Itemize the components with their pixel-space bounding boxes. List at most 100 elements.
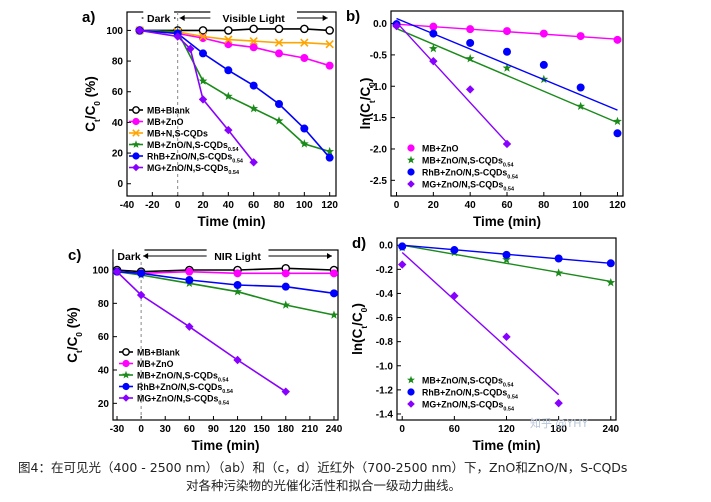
series-mg-zno-n-s-cqds0-54 [398, 251, 563, 408]
legend-marker [407, 400, 415, 408]
data-point [576, 32, 585, 41]
x-tick-label: 60 [501, 200, 513, 211]
legend-marker [132, 106, 140, 114]
y-tick-label: -1.5 [370, 113, 388, 124]
data-point [249, 43, 258, 52]
panel-d: d) 0 60 120 180 240 0.0 -0.2 -0.4 -0.6 -0.8 -1.0 -1.… [350, 235, 620, 453]
data-point [606, 278, 616, 287]
data-point [136, 290, 146, 300]
data-point [502, 63, 512, 72]
legend-item: MB+ZnO/N,S-CQDs0.54 [119, 371, 228, 384]
data-point [198, 49, 207, 58]
legend-label: MG+ZnO/N,S-CQDs0.54 [422, 400, 514, 413]
region-label-bg [206, 249, 269, 262]
series-rhb-zno-n-s-cqds0-54 [392, 17, 622, 138]
data-point [185, 322, 194, 331]
series-mg-zno-n-s-cqds0-54 [135, 26, 258, 167]
legend-item: RhB+ZnO/N,S-CQDs0.54 [129, 152, 243, 165]
data-point [539, 29, 548, 38]
series-mg-zno-n-s-cqds0-54 [392, 21, 512, 149]
series-line [116, 267, 335, 273]
y-tick-label: 0.0 [379, 241, 393, 252]
series-line [139, 29, 331, 159]
data-point [233, 355, 242, 365]
legend-item: MB+Blank [119, 348, 180, 358]
data-point [554, 254, 563, 263]
series-rhb-zno-n-s-cqds0-54 [398, 242, 615, 268]
data-point [329, 289, 338, 298]
y-axis-title: Ct/C0 (%) [83, 76, 102, 131]
legend-item: RhB+ZnO/N,S-CQDs0.54 [407, 168, 518, 181]
x-tick-label: 180 [550, 424, 567, 435]
data-point [198, 32, 208, 41]
x-tick-label: 60 [248, 200, 260, 211]
legend-label: RhB+ZnO/N,S-CQDs0.54 [147, 152, 243, 165]
data-point [613, 116, 622, 126]
legend-label: RhB+ZnO/N,S-CQDs0.54 [422, 388, 518, 401]
x-tick-label: 0 [175, 200, 181, 211]
caption-line-2: 对各种污染物的光催化活性和拟合一级动力曲线。 [186, 478, 462, 493]
legend-item: MB+ZnO/N,S-CQDs0.54 [407, 156, 513, 169]
data-point [274, 116, 284, 125]
x-axis-title: Time (min) [473, 214, 541, 229]
data-point [576, 83, 585, 92]
data-point [428, 44, 438, 53]
x-axis-title: Time (min) [197, 214, 265, 229]
legend-marker [407, 180, 415, 188]
legend-item: MB+ZnO/N,S-CQDs0.54 [407, 376, 513, 389]
y-axis-title: ln(Ct/C0) [350, 303, 369, 355]
data-point [186, 44, 195, 53]
legend-item: MG+ZnO/N,S-CQDs0.54 [129, 163, 239, 176]
y-tick-label: -0.2 [376, 265, 394, 276]
data-point [606, 259, 615, 268]
x-tick-label: 20 [428, 200, 440, 211]
legend-label: MB+ZnO [137, 359, 174, 369]
data-point [450, 246, 459, 255]
x-tick-label: 120 [321, 200, 338, 211]
data-point [224, 26, 233, 35]
data-point [223, 91, 233, 101]
y-tick-label: 0.0 [373, 19, 387, 30]
data-point [325, 40, 334, 49]
data-point [576, 101, 586, 111]
legend-label: MB+ZnO/N,S-CQDs0.54 [422, 376, 513, 389]
data-point [325, 61, 334, 70]
data-point [299, 139, 309, 148]
data-point [185, 267, 194, 276]
legend-item: MB+N,S-CQDs [129, 129, 208, 139]
caption-line-1: 图4：在可见光（400 - 2500 nm）（ab）和（c，d）近红外（700-… [18, 460, 628, 475]
x-tick-label: 180 [277, 424, 294, 435]
legend: MB+ZnO MB+ZnO/N,S-CQDs0.54RhB+ZnO/N,S-CQD… [407, 144, 518, 193]
data-point [465, 85, 475, 94]
fit-line [401, 251, 560, 396]
y-tick-label: -2.5 [370, 176, 388, 187]
data-point [466, 25, 475, 34]
data-point [249, 24, 258, 34]
data-point [502, 250, 511, 259]
panel-label: a) [82, 9, 95, 26]
data-point [502, 332, 511, 342]
figure-canvas: a) -40 -20 0 20 40 60 80 100 120 0 20 40 60 80 100 Time … [65, 8, 626, 453]
legend-item: MG+ZnO/N,S-CQDs0.54 [119, 394, 229, 407]
data-point [325, 26, 334, 35]
x-tick-label: 30 [160, 424, 172, 435]
x-tick-label: 120 [498, 424, 515, 435]
x-tick-label: 0 [394, 200, 400, 211]
y-axis-title: Ct/C0 (%) [65, 307, 84, 362]
panel-label: c) [68, 247, 81, 264]
series-line [116, 270, 335, 295]
legend-label: MB+ZnO [147, 117, 184, 127]
data-point [249, 81, 258, 90]
region-label: NIR Light [214, 251, 261, 263]
legend-item: RhB+ZnO/N,S-CQDs0.54 [119, 382, 233, 395]
series-line [116, 270, 335, 316]
series-mb-zno-n-s-cqds0-54 [397, 243, 616, 287]
fit-line [396, 21, 508, 144]
x-tick-label: -40 [120, 200, 135, 211]
legend: MB+ZnO/N,S-CQDs0.54RhB+ZnO/N,S-CQDs0.54M… [407, 376, 518, 413]
legend-item: MB+ZnO/N,S-CQDs0.54 [129, 140, 238, 153]
data-point [329, 269, 338, 278]
y-tick-label: 100 [106, 26, 123, 37]
data-point [329, 310, 339, 319]
legend-item: MB+ZnO [407, 144, 459, 154]
